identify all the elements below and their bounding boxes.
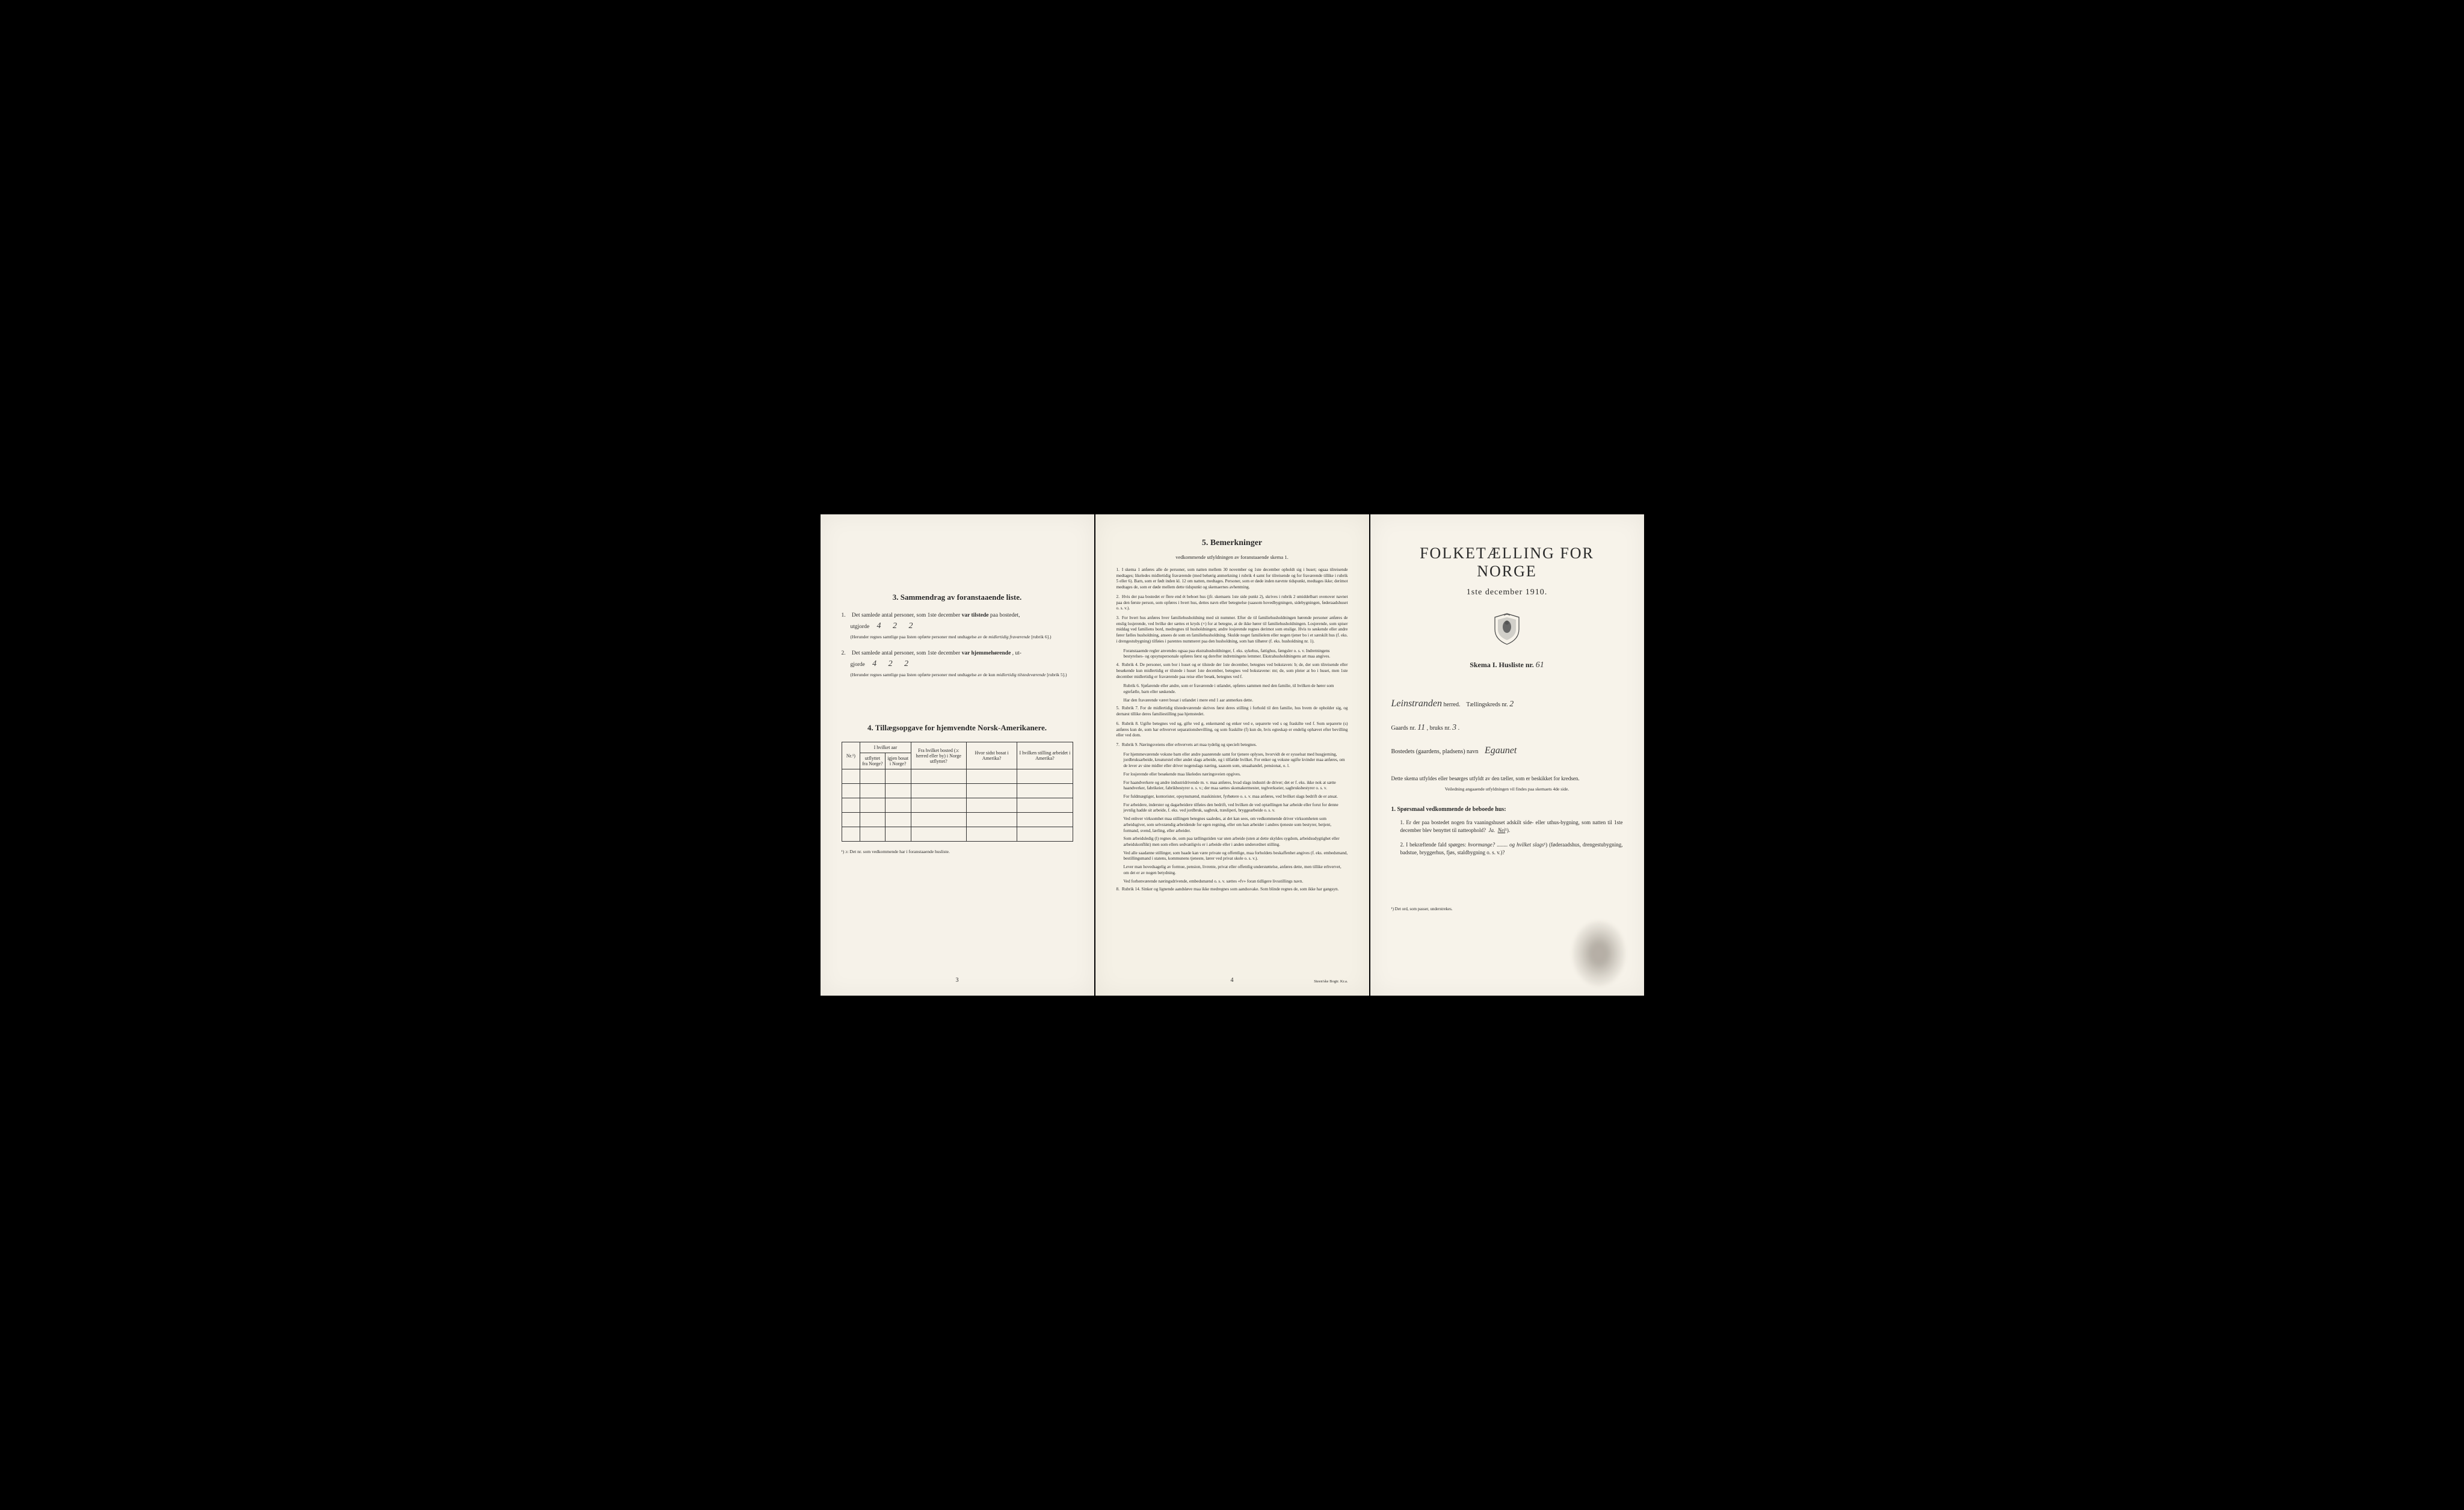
section3-title: 3. Sammendrag av foranstaaende liste. [842,593,1073,602]
herred-value: Leinstranden [1391,698,1442,709]
gaards-line: Gaards nr. 11 , bruks nr. 3 . [1391,720,1623,735]
page-right: FOLKETÆLLING FOR NORGE 1ste december 191… [1370,514,1644,996]
gaards-value: 11 [1417,723,1425,732]
item2: 2. Det samlede antal personer, som 1ste … [842,649,1073,678]
nei-underlined: Nei [1498,827,1506,833]
table-row [842,827,1073,842]
question-1: 1. Er der paa bostedet nogen fra vaaning… [1400,819,1623,835]
page-number: 3 [956,977,959,984]
section5-subtitle: vedkommende utfyldningen av foranstaaend… [1116,554,1348,560]
herred-line: Leinstranden herred. Tællingskreds nr. 2 [1391,695,1623,713]
ink-smudge [1572,920,1626,987]
coat-of-arms-icon [1492,612,1522,646]
item1: 1. Det samlede antal personer, som 1ste … [842,611,1073,640]
section5-title: 5. Bemerkninger [1116,538,1348,548]
instructions: Dette skema utfyldes eller besørges utfy… [1391,775,1623,793]
questions: 1. Spørsmaal vedkommende de beboede hus:… [1391,805,1623,857]
footnote-right: ¹) Det ord, som passer, understrekes. [1391,907,1453,911]
page-left: 3. Sammendrag av foranstaaende liste. 1.… [821,514,1094,996]
table-row [842,813,1073,827]
bemerkninger-list: 1.I skema 1 anføres alle de personer, so… [1116,567,1348,893]
document-spread: 3. Sammendrag av foranstaaende liste. 1.… [821,514,1644,996]
husliste-nr: 61 [1536,661,1544,670]
printer-credit: Steen'ske Bogtr. Kr.a. [1314,979,1348,984]
bosted-line: Bostedets (gaardens, pladsens) navn Egau… [1391,742,1623,760]
page-middle: 5. Bemerkninger vedkommende utfyldningen… [1095,514,1369,996]
value2-handwritten: 4 2 2 [872,659,913,668]
bruks-value: 3 [1452,723,1456,732]
table-row [842,769,1073,784]
skema-line: Skema I. Husliste nr. 61 [1391,661,1623,670]
date-subtitle: 1ste december 1910. [1391,588,1623,597]
amerikanere-table: Nr.¹) I hvilket aar Fra hvilket bosted (… [842,742,1073,842]
section4-title: 4. Tillægsopgave for hjemvendte Norsk-Am… [842,723,1073,733]
main-title: FOLKETÆLLING FOR NORGE [1391,544,1623,581]
page-number: 4 [1231,977,1234,984]
value1-handwritten: 4 2 2 [877,621,918,630]
table-row [842,798,1073,813]
table-row [842,784,1073,798]
footnote-section4: ¹) ɔ: Det nr. som vedkommende har i fora… [842,849,1073,854]
bosted-value: Egaunet [1485,745,1517,756]
tellingskreds-value: 2 [1509,700,1514,709]
question-2: 2. I bekræftende fald spørges: hvormange… [1400,841,1623,857]
